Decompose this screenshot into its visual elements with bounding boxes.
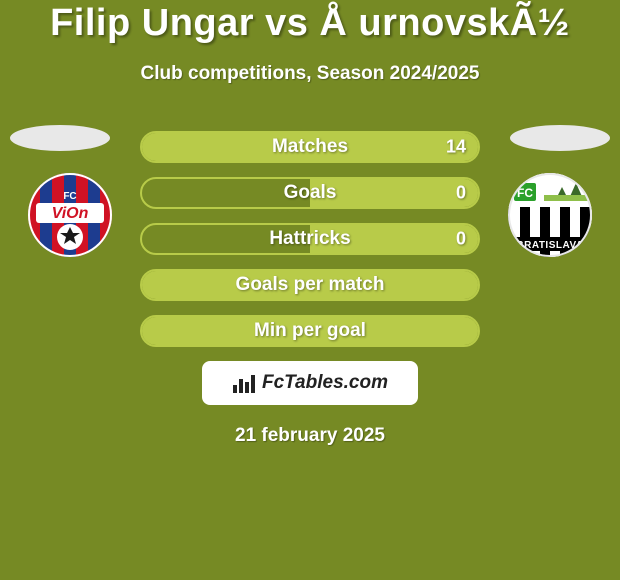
stat-fill bbox=[310, 225, 478, 253]
page-title: Filip Ungar vs Å urnovskÃ½ bbox=[0, 2, 620, 45]
svg-text:ViOn: ViOn bbox=[52, 205, 89, 222]
vion-crest-icon: ViOn FC bbox=[20, 173, 120, 257]
body-row: ViOn FC FC bbox=[0, 131, 620, 447]
club-crest-left: ViOn FC bbox=[20, 173, 120, 257]
player-oval-right bbox=[510, 125, 610, 151]
stat-fill bbox=[142, 271, 478, 299]
stats-list: Matches 14 Goals 0 Hattricks 0 Goals per… bbox=[140, 131, 480, 347]
stat-row-matches: Matches 14 bbox=[140, 131, 480, 163]
stat-value-right: 0 bbox=[456, 183, 466, 204]
player-oval-left bbox=[10, 125, 110, 151]
stat-fill bbox=[142, 133, 478, 161]
svg-text:FC: FC bbox=[63, 191, 76, 202]
date-line: 21 february 2025 bbox=[0, 425, 620, 447]
stat-row-goals-per-match: Goals per match bbox=[140, 269, 480, 301]
brand-text: FcTables.com bbox=[262, 372, 388, 394]
brand-badge[interactable]: FcTables.com bbox=[202, 361, 418, 405]
stat-fill bbox=[310, 179, 478, 207]
stat-fill bbox=[142, 317, 478, 345]
brand-logo: FcTables.com bbox=[232, 372, 388, 394]
stat-row-goals: Goals 0 bbox=[140, 177, 480, 209]
bratislava-crest-icon: FC bbox=[500, 173, 600, 257]
page-subtitle: Club competitions, Season 2024/2025 bbox=[0, 63, 620, 85]
stat-value-right: 14 bbox=[446, 137, 466, 158]
stat-row-hattricks: Hattricks 0 bbox=[140, 223, 480, 255]
stat-row-min-per-goal: Min per goal bbox=[140, 315, 480, 347]
chart-bars-icon bbox=[232, 373, 258, 393]
stat-value-right: 0 bbox=[456, 229, 466, 250]
comparison-card: Filip Ungar vs Å urnovskÃ½ Club competit… bbox=[0, 0, 620, 580]
club-crest-right: FC bbox=[500, 173, 600, 257]
